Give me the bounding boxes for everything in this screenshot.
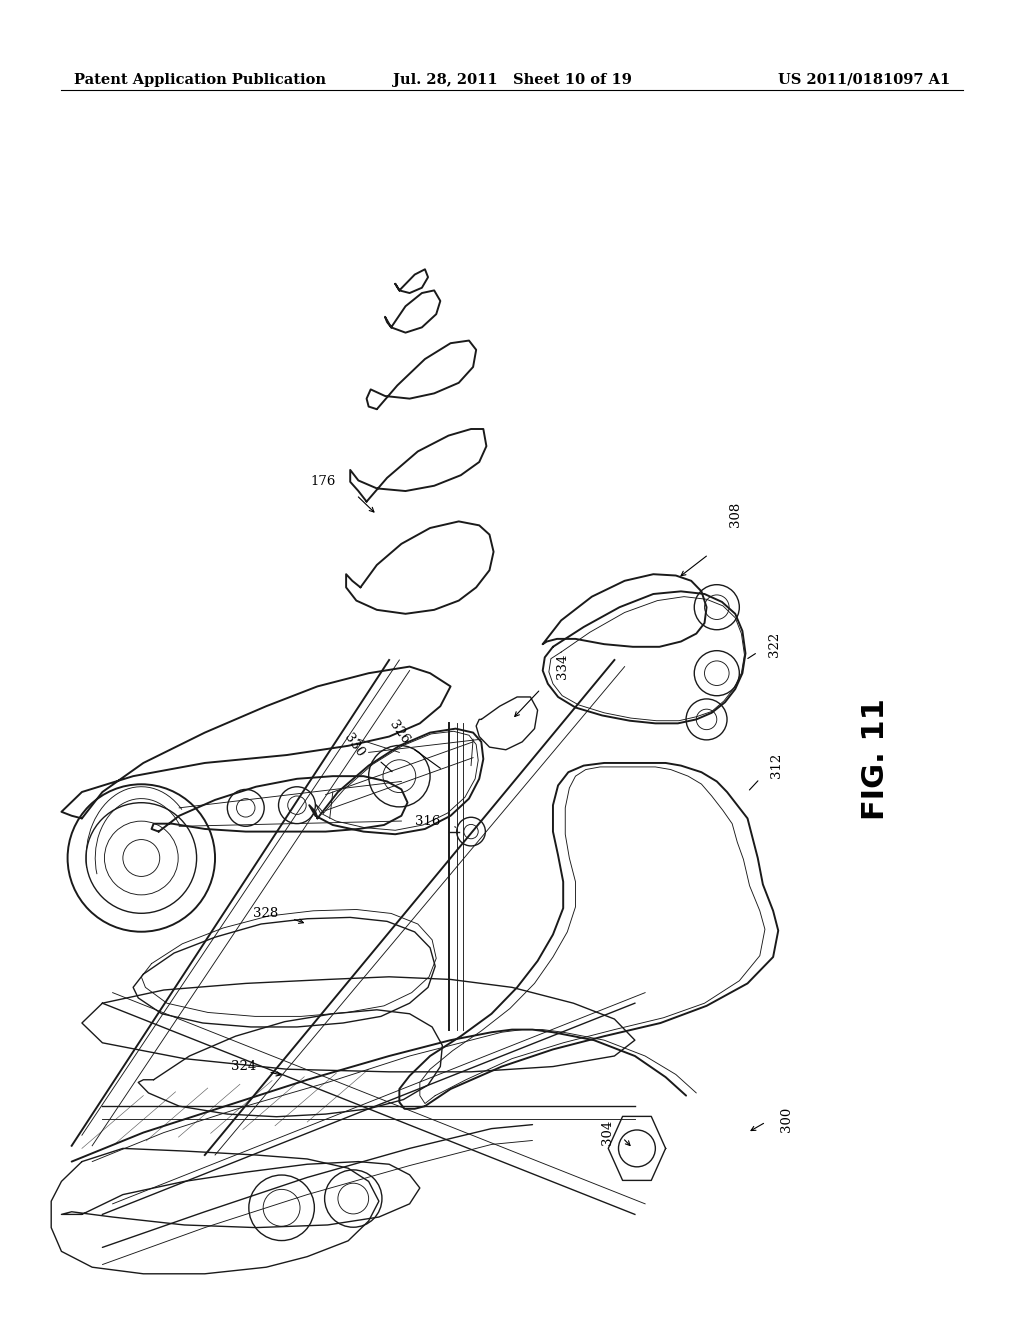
- Text: 300: 300: [780, 1106, 794, 1133]
- Text: Patent Application Publication: Patent Application Publication: [74, 73, 326, 87]
- Text: FIG. 11: FIG. 11: [861, 698, 890, 820]
- Text: 328: 328: [253, 907, 279, 920]
- Text: Jul. 28, 2011   Sheet 10 of 19: Jul. 28, 2011 Sheet 10 of 19: [392, 73, 632, 87]
- Text: 322: 322: [768, 631, 781, 657]
- Text: 176: 176: [310, 475, 336, 488]
- Text: 304: 304: [601, 1119, 614, 1146]
- Text: 326: 326: [387, 718, 412, 747]
- Text: US 2011/0181097 A1: US 2011/0181097 A1: [778, 73, 950, 87]
- Text: 330: 330: [341, 731, 367, 760]
- Text: 334: 334: [556, 653, 569, 680]
- Text: 324: 324: [230, 1060, 256, 1073]
- Text: 308: 308: [729, 502, 742, 528]
- Text: 316: 316: [415, 814, 440, 828]
- Text: 312: 312: [770, 752, 783, 779]
